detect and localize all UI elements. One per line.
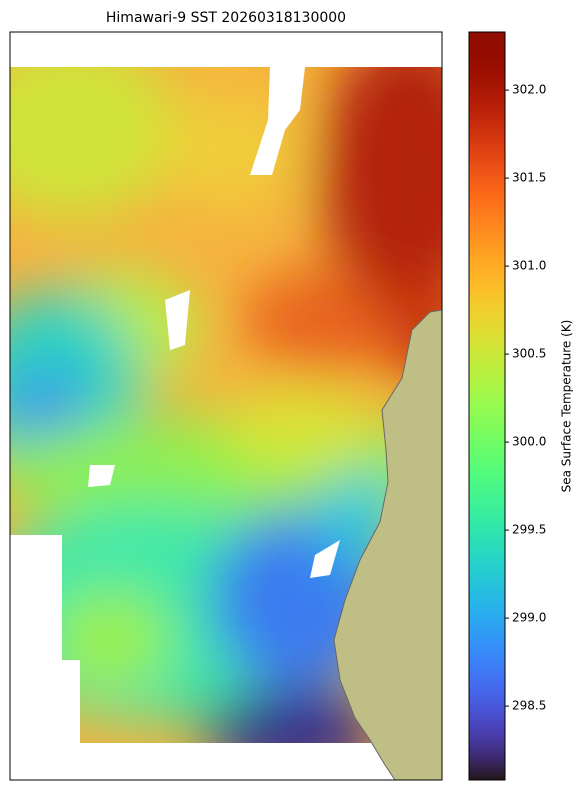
chart-title: Himawari-9 SST 20260318130000 <box>106 10 346 26</box>
colorbar-tick-label: 301.0 <box>512 259 546 273</box>
colorbar-tick-label: 300.0 <box>512 435 546 449</box>
colorbar-tick-label: 299.0 <box>512 611 546 625</box>
colorbar-tick-label: 300.5 <box>512 347 546 361</box>
colorbar <box>468 31 506 781</box>
colorbar-tick-label: 302.0 <box>512 83 546 97</box>
colorbar-tick-label: 299.5 <box>512 523 546 537</box>
map-frame <box>9 31 443 781</box>
colorbar-tick-label: 301.5 <box>512 171 546 185</box>
colorbar-tick-label: 298.5 <box>512 699 546 713</box>
colorbar-label: Sea Surface Temperature (K) <box>560 320 574 493</box>
land <box>333 309 443 781</box>
